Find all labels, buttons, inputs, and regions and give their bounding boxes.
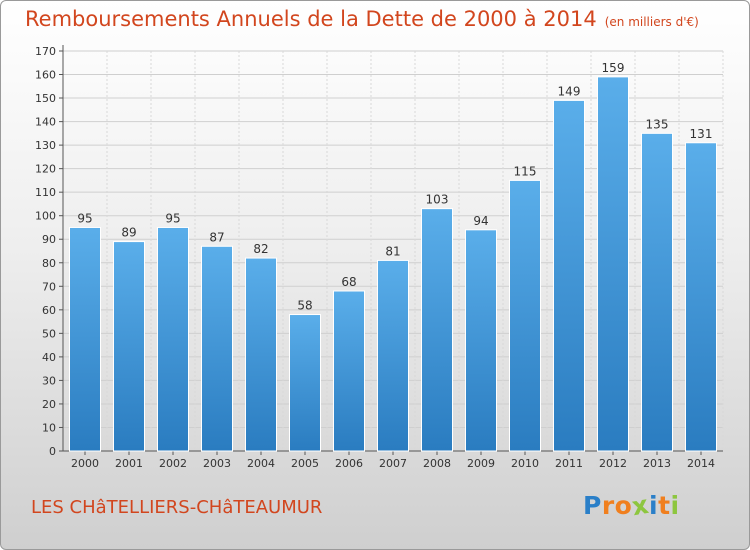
- y-tick-label: 90: [42, 233, 56, 246]
- bar-2014: [685, 142, 717, 452]
- logo-letter: i: [649, 491, 659, 520]
- y-tick-label: 120: [35, 163, 56, 176]
- bar-2012: [597, 76, 629, 452]
- value-label-2014: 131: [690, 127, 713, 141]
- y-tick-label: 80: [42, 257, 56, 270]
- y-tick-label: 110: [35, 186, 56, 199]
- chart-title-text: Remboursements Annuels de la Dette de 20…: [25, 7, 597, 31]
- bar-2005: [289, 314, 321, 452]
- value-label-2005: 58: [297, 299, 312, 313]
- logo-letter: r: [601, 491, 615, 520]
- value-label-2007: 81: [385, 244, 400, 258]
- x-tick-label-2003: 2003: [203, 457, 231, 470]
- bar-2007: [377, 259, 409, 452]
- value-label-2008: 103: [426, 193, 449, 207]
- proxiti-logo: Proxiti: [583, 490, 680, 521]
- city-name: LES CHâTELLIERS-CHâTEAUMUR: [31, 497, 323, 518]
- value-label-2011: 149: [558, 84, 581, 98]
- y-tick-label: 100: [35, 210, 56, 223]
- y-tick-label: 160: [35, 69, 56, 82]
- x-tick-label-2006: 2006: [335, 457, 363, 470]
- x-tick-label-2011: 2011: [555, 457, 583, 470]
- chart-unit: (en milliers d'€): [604, 15, 699, 29]
- bar-2000: [69, 226, 101, 452]
- bar-2001: [113, 241, 145, 452]
- bar-2010: [509, 179, 541, 452]
- value-label-2004: 82: [253, 242, 268, 256]
- bar-2002: [157, 226, 189, 452]
- value-label-2000: 95: [77, 211, 92, 225]
- y-tick-label: 140: [35, 116, 56, 129]
- logo-letter: o: [614, 491, 633, 520]
- value-label-2013: 135: [646, 117, 669, 131]
- x-tick-label-2001: 2001: [115, 457, 143, 470]
- y-tick-label: 170: [35, 45, 56, 58]
- value-label-2001: 89: [121, 226, 136, 240]
- x-tick-label-2007: 2007: [379, 457, 407, 470]
- value-label-2010: 115: [514, 164, 537, 178]
- chart-title: Remboursements Annuels de la Dette de 20…: [25, 7, 699, 31]
- bar-2006: [333, 290, 365, 452]
- x-tick-label-2002: 2002: [159, 457, 187, 470]
- value-label-2006: 68: [341, 275, 356, 289]
- y-tick-label: 40: [42, 351, 56, 364]
- logo-letter: t: [658, 491, 671, 520]
- y-tick-label: 0: [49, 445, 56, 458]
- x-tick-label-2013: 2013: [643, 457, 671, 470]
- bar-2008: [421, 208, 453, 452]
- label-layer: 95 2000 89 2001 95 2002 87 2003 82 2004 58 2005 68 20…: [71, 61, 715, 470]
- y-tick-label: 60: [42, 304, 56, 317]
- y-tick-label: 10: [42, 421, 56, 434]
- x-tick-label-2008: 2008: [423, 457, 451, 470]
- x-tick-label-2012: 2012: [599, 457, 627, 470]
- x-tick-label-2010: 2010: [511, 457, 539, 470]
- bar-2011: [553, 99, 585, 452]
- y-tick-label: 130: [35, 139, 56, 152]
- logo-letter: P: [583, 491, 602, 520]
- value-label-2012: 159: [602, 61, 625, 75]
- bar-layer: [69, 76, 717, 452]
- y-tick-label: 30: [42, 374, 56, 387]
- bar-2009: [465, 229, 497, 452]
- bar-2004: [245, 257, 277, 452]
- x-tick-label-2000: 2000: [71, 457, 99, 470]
- x-tick-label-2004: 2004: [247, 457, 275, 470]
- value-label-2002: 95: [165, 211, 180, 225]
- y-tick-label: 50: [42, 327, 56, 340]
- y-tick-label: 70: [42, 280, 56, 293]
- value-label-2009: 94: [473, 214, 488, 228]
- x-tick-label-2009: 2009: [467, 457, 495, 470]
- bar-2003: [201, 245, 233, 452]
- y-tick-label: 20: [42, 398, 56, 411]
- value-label-2003: 87: [209, 230, 224, 244]
- x-tick-label-2014: 2014: [687, 457, 715, 470]
- logo-letter: i: [670, 491, 680, 520]
- x-tick-label-2005: 2005: [291, 457, 319, 470]
- y-tick-label: 150: [35, 92, 56, 105]
- bar-2013: [641, 132, 673, 452]
